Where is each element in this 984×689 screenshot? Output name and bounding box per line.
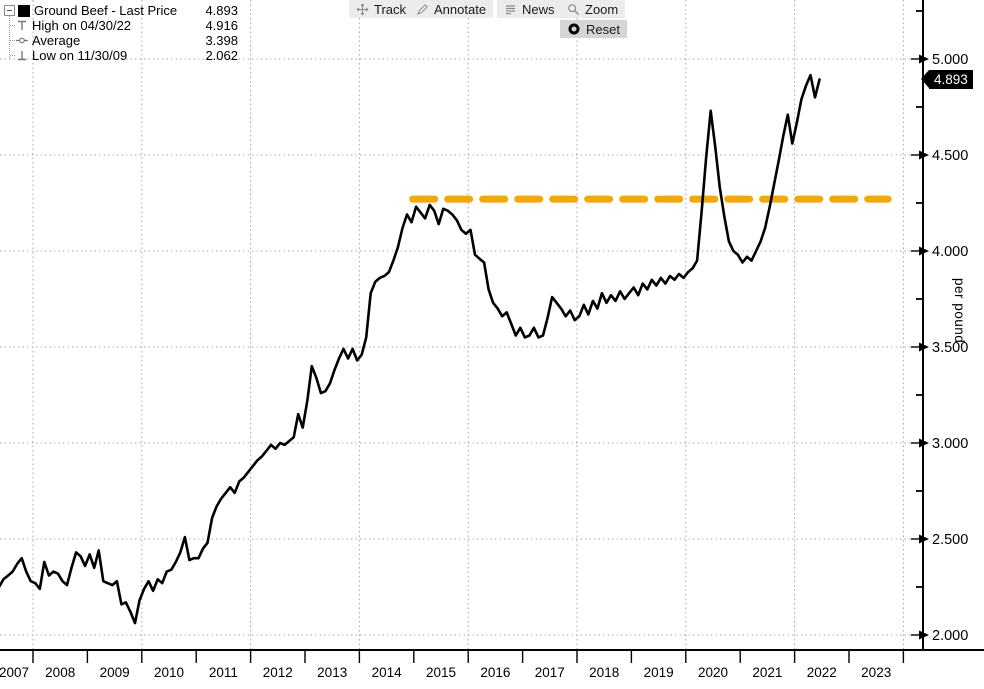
legend-series-row[interactable]: Ground Beef - Last Price 4.893	[2, 3, 238, 18]
track-label: Track	[374, 1, 407, 17]
news-icon	[506, 4, 515, 14]
x-year-label: 2018	[589, 665, 619, 680]
x-year-label: 2017	[535, 665, 565, 680]
series-swatch-icon	[18, 4, 30, 17]
expander-icon[interactable]	[4, 5, 15, 16]
legend: Ground Beef - Last Price 4.893 High on 0…	[2, 3, 238, 63]
tree-stub	[10, 40, 15, 41]
y-tick-label: 2.500	[932, 532, 968, 548]
reset-label: Reset	[586, 21, 620, 37]
low-marker-icon	[18, 51, 26, 61]
reset-button[interactable]: Reset	[560, 20, 627, 38]
zoom-button[interactable]: Zoom	[560, 0, 626, 18]
x-year-label: 2020	[698, 665, 728, 680]
news-button[interactable]: News	[497, 0, 562, 18]
y-tick-label: 5.000	[932, 52, 968, 68]
legend-low-label: Low on 11/30/09	[32, 48, 128, 63]
x-year-label: 2016	[480, 665, 510, 680]
track-button[interactable]: Track	[349, 0, 414, 18]
news-label: News	[522, 1, 555, 17]
x-year-label: 2007	[0, 665, 29, 680]
series-layer	[0, 73, 892, 625]
legend-series-label: Ground Beef - Last Price	[34, 3, 178, 18]
y-axis-unit-label: per pound	[952, 278, 967, 344]
zoom-label: Zoom	[585, 1, 619, 17]
legend-high-value: 4.916	[205, 18, 238, 33]
y-tick-label: 3.500	[932, 340, 968, 356]
legend-average-row[interactable]: Average 3.398	[2, 33, 238, 48]
legend-series-value: 4.893	[205, 3, 238, 18]
x-year-label: 2019	[644, 665, 674, 680]
annotate-label: Annotate	[434, 1, 487, 17]
legend-low-row[interactable]: Low on 11/30/09 2.062	[2, 48, 238, 63]
x-year-label: 2014	[372, 665, 403, 680]
x-year-label: 2011	[209, 665, 238, 680]
pencil-icon	[417, 3, 428, 15]
y-tick-label: 4.500	[932, 148, 968, 164]
x-year-label: 2023	[861, 665, 891, 680]
annotate-button[interactable]: Annotate	[409, 0, 494, 18]
x-year-label: 2013	[317, 665, 347, 680]
high-marker-icon	[18, 20, 26, 30]
legend-tree-line	[9, 16, 10, 59]
legend-high-row[interactable]: High on 04/30/22 4.916	[2, 18, 238, 33]
y-tick-label: 2.000	[932, 628, 968, 644]
legend-average-value: 3.398	[205, 33, 238, 48]
legend-average-label: Average	[32, 33, 81, 48]
y-tick-label: 4.000	[932, 244, 968, 260]
tree-stub	[10, 55, 15, 56]
legend-low-value: 2.062	[205, 48, 238, 63]
y-tick-label: 3.000	[932, 436, 968, 452]
legend-high-label: High on 04/30/22	[32, 18, 132, 33]
average-marker-icon	[16, 37, 28, 44]
last-price-badge: 4.893	[921, 70, 973, 89]
track-icon	[356, 3, 369, 15]
x-year-label: 2008	[45, 665, 75, 680]
x-year-label: 2015	[426, 665, 456, 680]
price-line	[0, 73, 821, 625]
x-year-label: 2021	[752, 665, 782, 680]
x-year-label: 2012	[263, 665, 293, 680]
tree-stub	[10, 25, 15, 26]
x-year-label: 2010	[154, 665, 184, 680]
x-year-label: 2022	[807, 665, 837, 680]
gridlines	[0, 0, 919, 650]
reset-icon	[568, 23, 580, 35]
magnifier-icon	[568, 3, 579, 15]
x-year-label: 2009	[100, 665, 130, 680]
